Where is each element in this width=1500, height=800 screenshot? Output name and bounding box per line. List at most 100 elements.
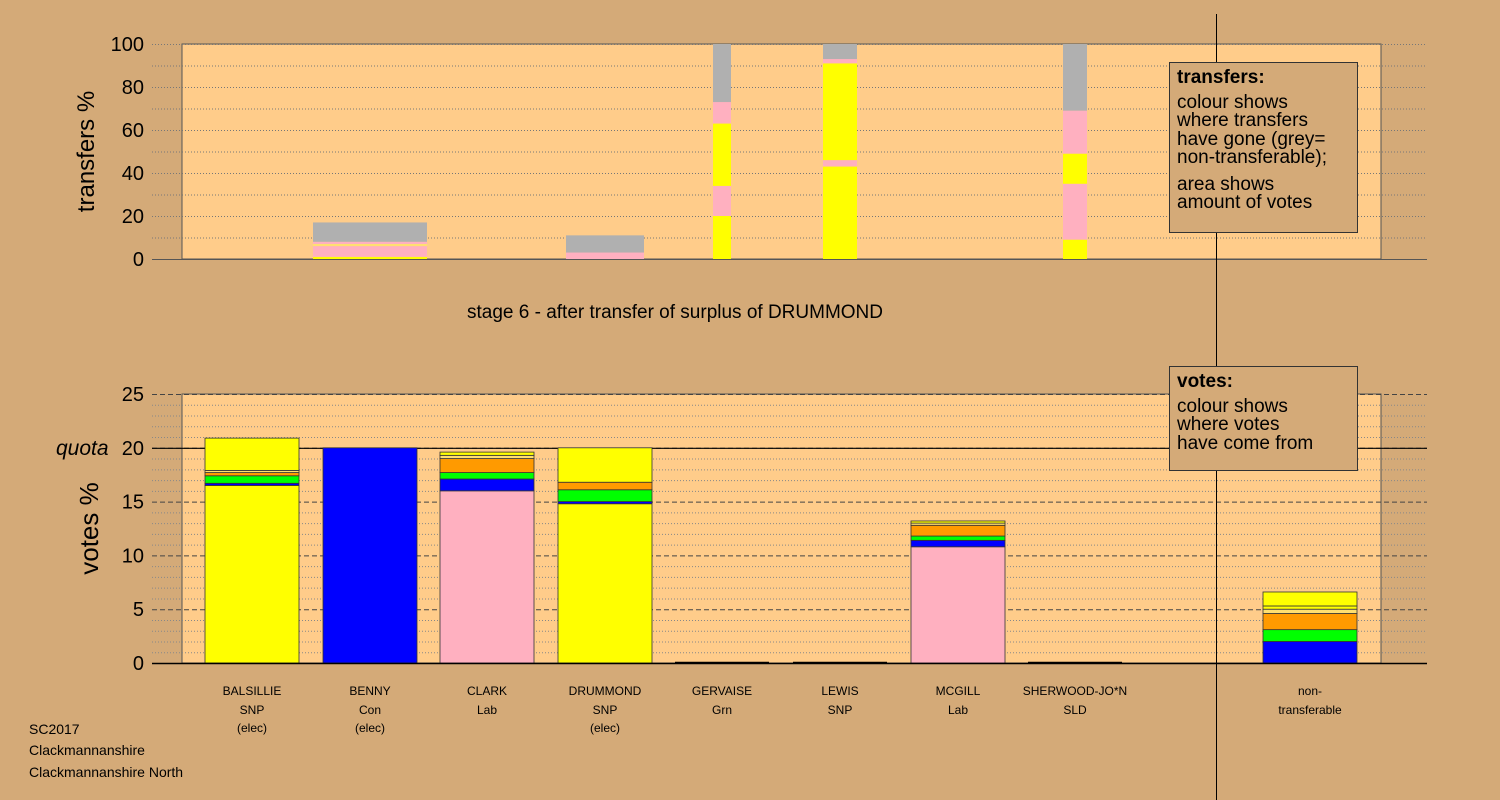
- transfer-segment: [1063, 183, 1087, 240]
- transfer-segment: [823, 59, 857, 64]
- candidate-party-label: SLD: [1063, 703, 1087, 717]
- transfer-segment: [823, 166, 857, 259]
- vote-segment: [557, 489, 653, 503]
- transfers-legend-title: transfers:: [1177, 67, 1265, 88]
- transfers-legend-line: colour shows: [1177, 91, 1288, 113]
- non-transferable-segment: [1262, 605, 1358, 610]
- non-transferable-label: non-: [1298, 684, 1322, 698]
- vote-segment: [910, 524, 1006, 537]
- transfer-segment: [1063, 110, 1087, 154]
- transfer-segment: [713, 102, 731, 124]
- candidate-name-label: LEWIS: [821, 684, 858, 698]
- vote-segment: [204, 472, 300, 477]
- transfer-segment: [823, 63, 857, 161]
- candidate-party-label: SNP: [240, 703, 265, 717]
- candidate-name-label: BALSILLIE: [223, 684, 282, 698]
- vote-segment: [204, 475, 300, 484]
- transfer-segment: [1063, 239, 1087, 259]
- transfers-y-tick-label: 20: [122, 206, 144, 228]
- candidate-status-label: (elec): [355, 721, 385, 735]
- votes-legend-line: where votes: [1177, 414, 1280, 435]
- transfer-segment: [823, 44, 857, 60]
- candidate-name-label: MCGILL: [936, 684, 981, 698]
- votes-legend-line: have come from: [1177, 432, 1314, 454]
- candidate-name-label: SHERWOOD-JO*N: [1023, 684, 1127, 698]
- transfers-legend: transfers: colour shows where transfers …: [1169, 62, 1358, 233]
- vote-segment: [557, 503, 653, 664]
- transfer-segment: [566, 235, 644, 253]
- transfer-segment: [313, 241, 427, 244]
- vote-segment: [910, 520, 1006, 524]
- transfers-y-tick-label: 0: [133, 249, 144, 271]
- vote-segment: [204, 485, 300, 664]
- stage-title: stage 6 - after transfer of surplus of D…: [467, 302, 883, 323]
- votes-y-tick-label: 20: [122, 438, 144, 460]
- transfers-legend-line: area shows: [1177, 173, 1275, 195]
- transfer-segment: [1063, 153, 1087, 184]
- votes-y-axis-label: votes %: [74, 482, 104, 575]
- candidate-party-label: Con: [359, 703, 381, 717]
- non-transferable-segment: [1262, 613, 1358, 631]
- candidate-party-label: Lab: [477, 703, 497, 717]
- vote-segment: [439, 451, 535, 456]
- transfer-segment: [566, 252, 644, 259]
- votes-y-tick-label: 15: [122, 492, 144, 514]
- non-transferable-label: transferable: [1278, 703, 1342, 717]
- transfers-y-axis-label: transfers %: [73, 91, 100, 212]
- transfer-segment: [313, 246, 427, 257]
- vote-segment: [910, 546, 1006, 664]
- votes-legend-title: votes:: [1177, 371, 1233, 392]
- transfers-y-tick-label: 40: [122, 163, 144, 185]
- candidate-status-label: (elec): [590, 721, 620, 735]
- transfers-legend-line: where transfers: [1177, 110, 1308, 131]
- quota-label: quota: [56, 437, 109, 460]
- transfer-segment: [823, 160, 857, 167]
- transfer-segment: [713, 44, 731, 103]
- non-transferable-segment: [1262, 608, 1358, 614]
- transfer-segment: [313, 243, 427, 247]
- footer-council: Clackmannanshire: [29, 742, 145, 758]
- candidate-party-label: SNP: [593, 703, 618, 717]
- vote-segment: [439, 472, 535, 480]
- non-transferable-segment: [1262, 641, 1358, 664]
- transfers-y-tick-label: 60: [122, 120, 144, 142]
- transfers-y-tick-label: 100: [111, 34, 144, 56]
- candidate-name-label: BENNY: [349, 684, 390, 698]
- transfer-segment: [713, 185, 731, 216]
- transfer-segment: [313, 256, 427, 259]
- vote-segment: [322, 447, 418, 664]
- vote-segment: [910, 539, 1006, 548]
- votes-y-tick-label: 10: [122, 545, 144, 567]
- candidate-name-label: CLARK: [467, 684, 507, 698]
- vote-segment: [910, 535, 1006, 541]
- votes-legend-line: colour shows: [1177, 395, 1288, 417]
- candidate-name-label: GERVAISE: [692, 684, 752, 698]
- transfers-legend-line: amount of votes: [1177, 192, 1313, 213]
- transfers-legend-line: have gone (grey=: [1177, 128, 1326, 150]
- vote-segment: [557, 447, 653, 483]
- transfer-segment: [313, 222, 427, 242]
- vote-segment: [439, 458, 535, 473]
- votes-y-tick-label: 25: [122, 384, 144, 406]
- non-transferable-segment: [1262, 629, 1358, 642]
- vote-segment: [439, 454, 535, 459]
- vote-segment: [557, 481, 653, 491]
- votes-y-tick-label: 5: [133, 599, 144, 621]
- transfers-legend-line: non-transferable);: [1177, 147, 1327, 168]
- vote-segment: [439, 478, 535, 492]
- candidate-party-label: Grn: [712, 703, 732, 717]
- footer-election: SC2017: [29, 721, 80, 737]
- transfers-y-tick-label: 80: [122, 77, 144, 99]
- transfer-segment: [713, 216, 731, 259]
- transfer-segment: [713, 123, 731, 186]
- footer-ward: Clackmannanshire North: [29, 764, 184, 780]
- candidate-party-label: SNP: [828, 703, 853, 717]
- candidate-party-label: Lab: [948, 703, 968, 717]
- non-transferable-segment: [1262, 591, 1358, 607]
- vote-segment: [204, 437, 300, 471]
- candidate-status-label: (elec): [237, 721, 267, 735]
- transfer-segment: [1063, 44, 1087, 111]
- candidate-name-label: DRUMMOND: [569, 684, 642, 698]
- vote-segment: [439, 490, 535, 664]
- votes-legend: votes: colour shows where votes have com…: [1169, 366, 1358, 471]
